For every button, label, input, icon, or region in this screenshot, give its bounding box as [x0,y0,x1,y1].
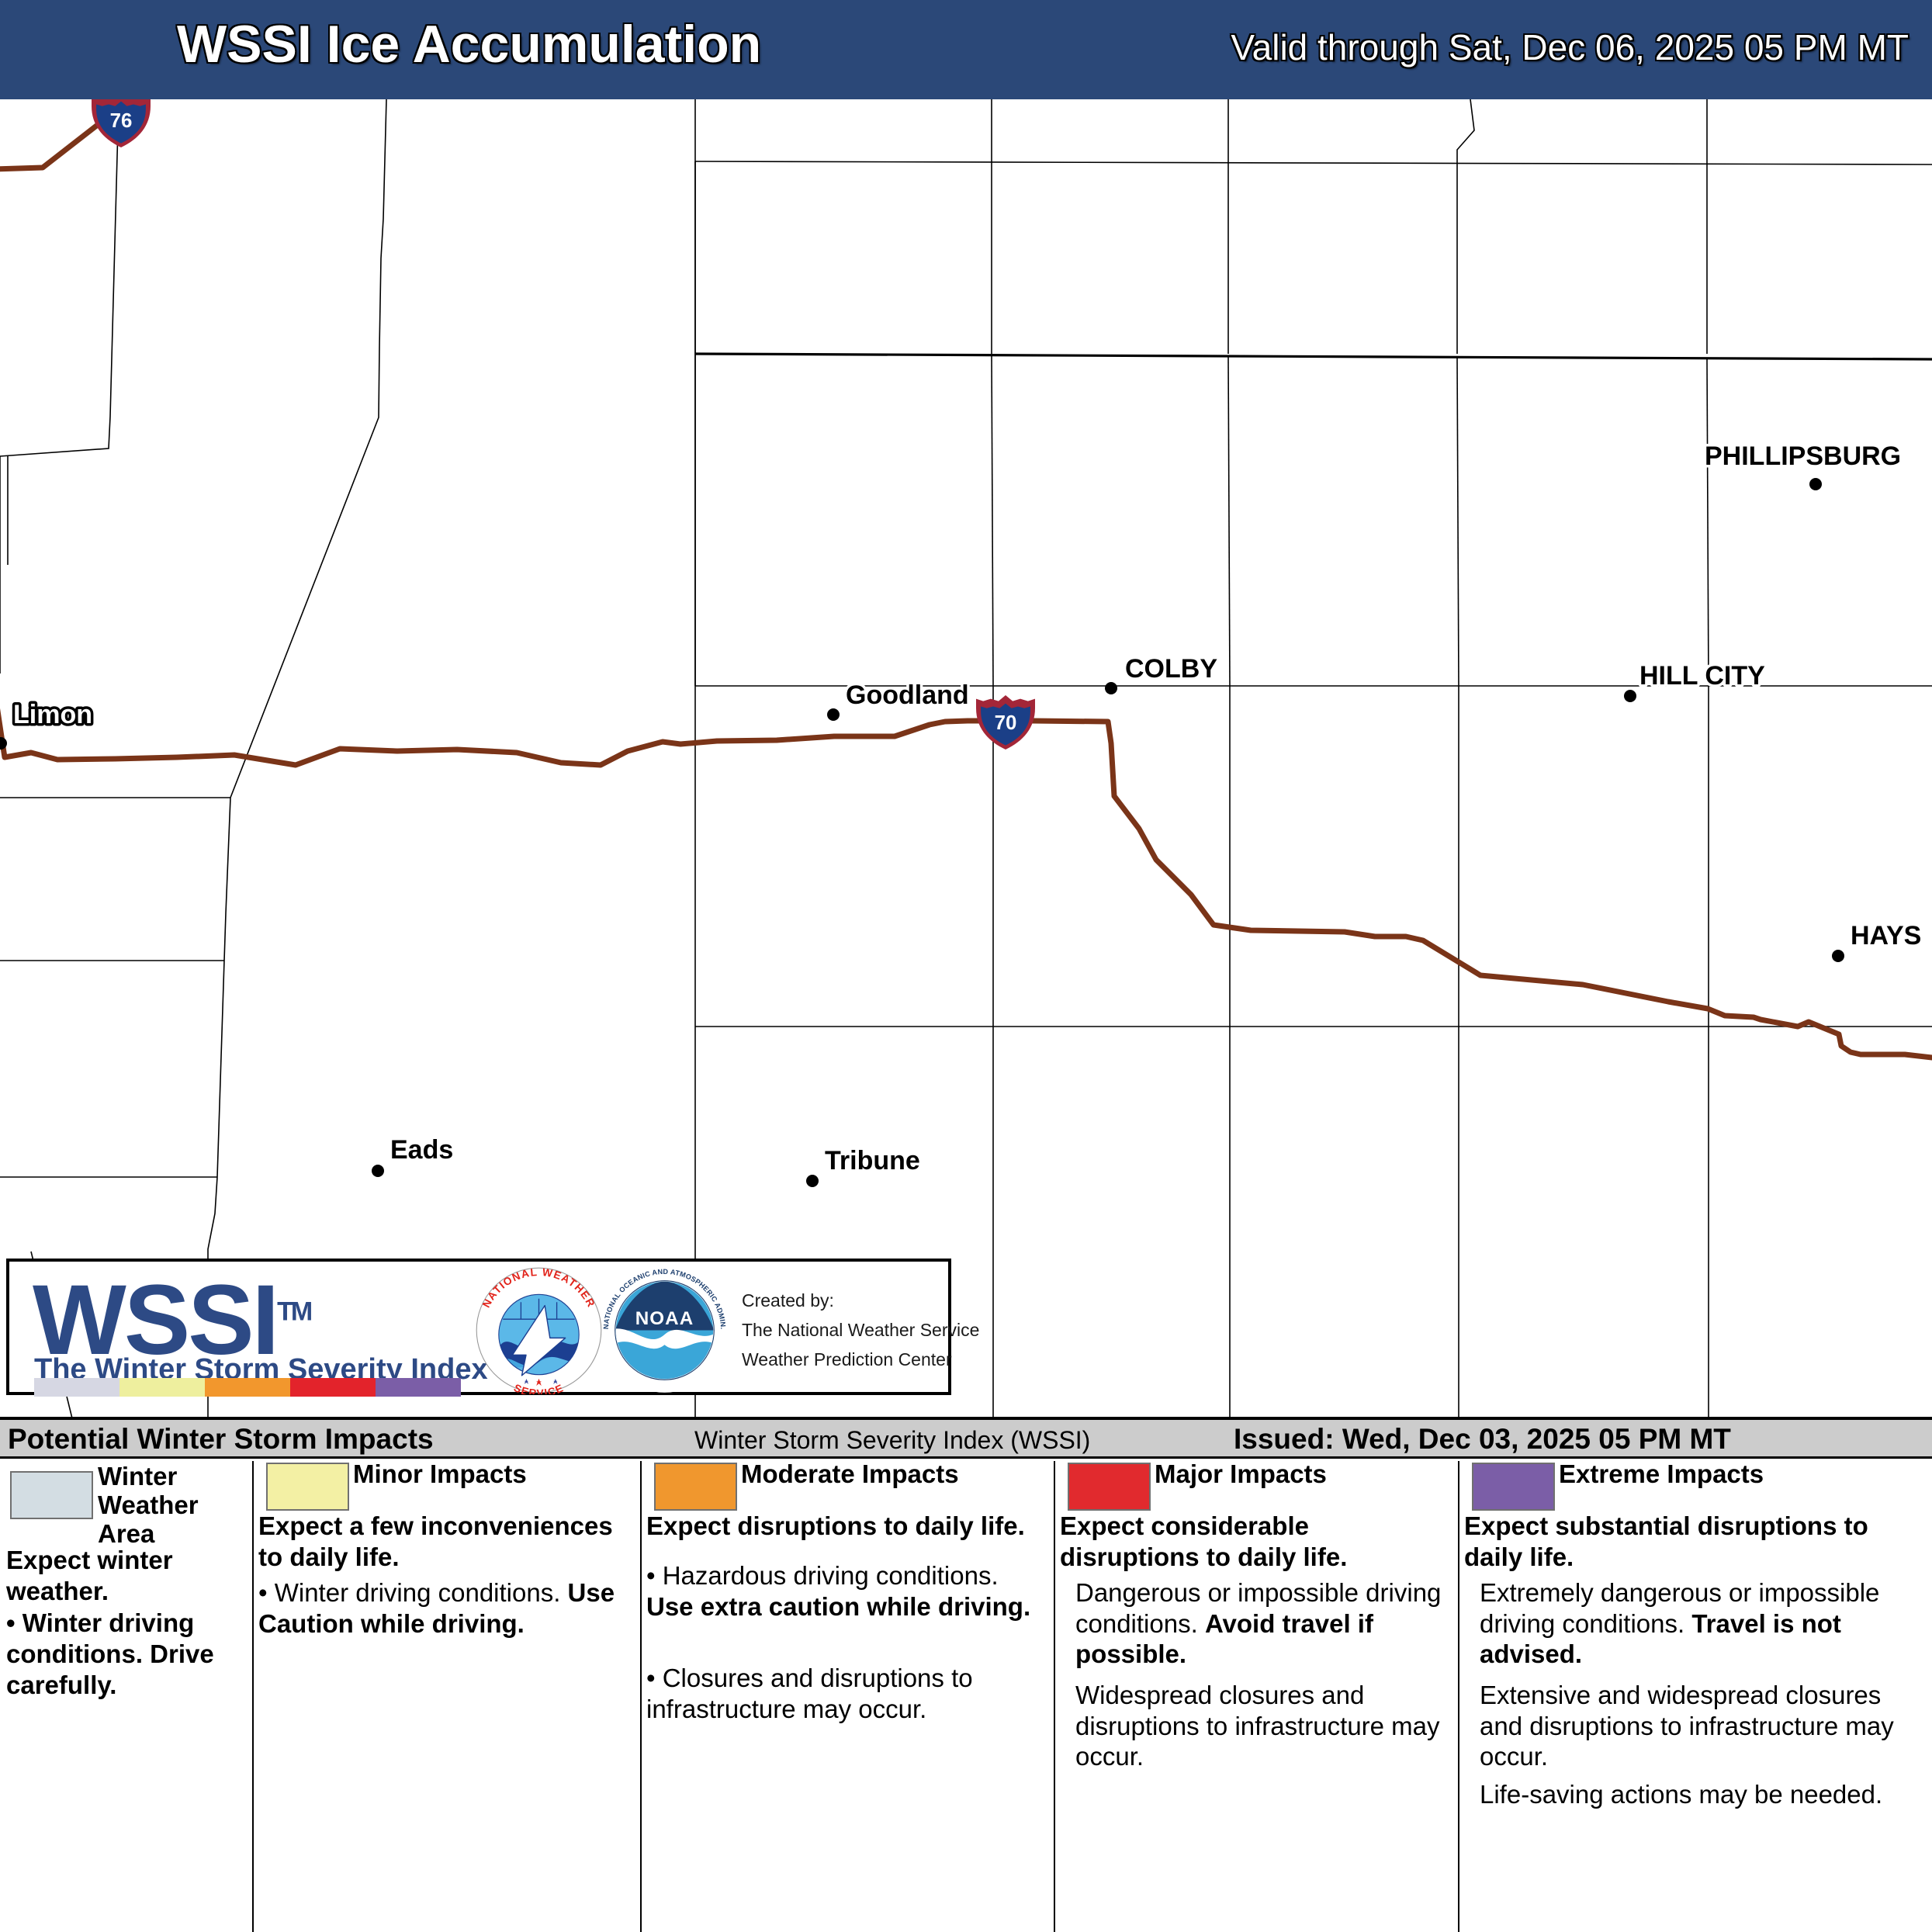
svg-text:Tribune: Tribune [825,1146,920,1175]
svg-text:PHILLIPSBURG: PHILLIPSBURG [1705,441,1901,471]
svg-text:NOAA: NOAA [635,1308,694,1329]
svg-text:HAYS: HAYS [1851,921,1921,950]
svg-text:HILL CITY: HILL CITY [1639,661,1765,691]
svg-text:Limon: Limon [13,700,92,729]
svg-text:Eads: Eads [390,1135,453,1165]
svg-text:COLBY: COLBY [1125,654,1217,684]
svg-text:Goodland: Goodland [846,680,969,710]
